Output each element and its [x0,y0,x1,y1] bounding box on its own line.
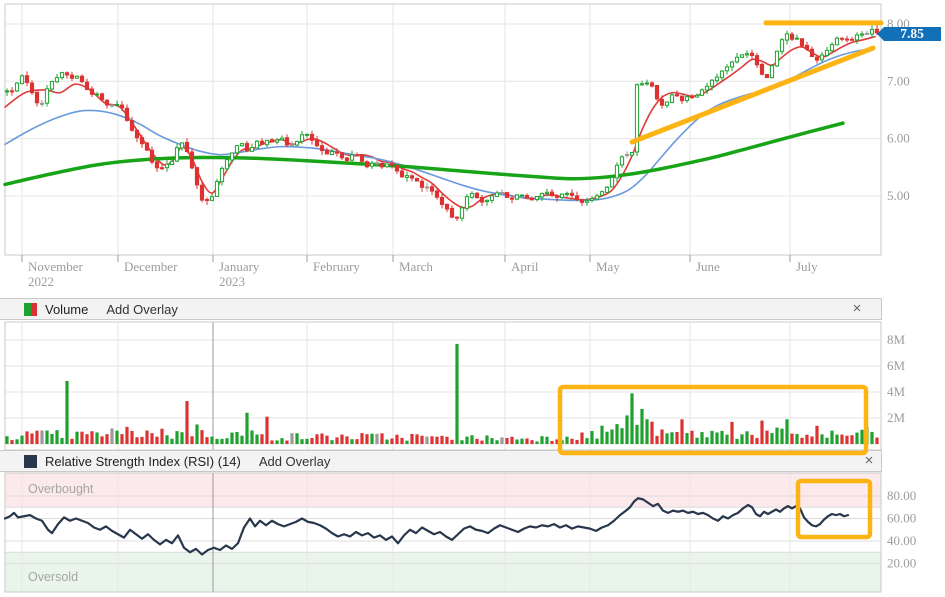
svg-text:Overbought: Overbought [28,482,94,496]
trendline-annotations [629,20,884,145]
svg-text:20.00: 20.00 [887,556,916,571]
svg-text:7.85: 7.85 [900,26,924,41]
price-gridlines [5,4,880,255]
volume-legend-icon [24,302,37,316]
rsi-gridlines [4,472,882,593]
last-price-tag: 7.85 [877,26,941,41]
price-pane-border [4,3,882,256]
svg-text:5.00: 5.00 [887,188,910,203]
svg-text:January: January [219,259,260,274]
volume-panel-title: Volume [45,301,89,317]
rsi-zones [5,473,881,592]
rsi-legend-icon [24,454,37,468]
volume-add-overlay-link[interactable]: Add Overlay [106,301,178,317]
volume-bars-group [5,343,879,444]
svg-text:80.00: 80.00 [887,488,916,503]
svg-text:July: July [796,259,818,274]
svg-text:7.00: 7.00 [887,73,910,88]
svg-text:8M: 8M [887,332,906,347]
svg-text:8.00: 8.00 [887,16,910,31]
rsi-zone-labels: Overbought Oversold [28,482,94,584]
svg-text:4M: 4M [887,384,906,399]
svg-text:May: May [596,259,620,274]
volume-axis-labels: 8M 6M 4M 2M [887,332,906,425]
svg-text:February: February [313,259,360,274]
ma-line-group [3,35,876,209]
candles-group [4,25,880,222]
rsi-axis-labels: 80.00 60.00 40.00 20.00 [887,488,916,571]
volume-highlight-box [557,384,869,456]
rsi-panel-title: Relative Strength Index (RSI) (14) [45,453,241,469]
rsi-add-overlay-link[interactable]: Add Overlay [258,453,331,469]
svg-text:April: April [511,259,539,274]
rsi-close-button[interactable]: × [860,452,878,470]
svg-text:2M: 2M [887,410,906,425]
svg-text:June: June [696,259,720,274]
rsi-highlight-box [795,478,873,540]
rsi-chart-panel: 80.00 60.00 40.00 20.00 Overbought Oversold [3,472,916,593]
volume-panel-header: Volume Add Overlay × [0,298,882,320]
svg-text:60.00: 60.00 [887,511,916,526]
svg-text:December: December [124,259,178,274]
volume-gridlines [4,321,882,451]
svg-text:2023: 2023 [219,274,245,289]
rsi-line-group [3,497,850,556]
volume-chart-panel: 8M 6M 4M 2M [4,321,906,456]
rsi-panel-header: Relative Strength Index (RSI) (14) Add O… [0,450,882,472]
svg-text:40.00: 40.00 [887,533,916,548]
svg-text:2022: 2022 [28,274,54,289]
volume-close-button[interactable]: × [848,300,866,318]
svg-text:Oversold: Oversold [28,570,78,584]
svg-text:6M: 6M [887,358,906,373]
svg-text:March: March [399,259,433,274]
price-axis-labels: 8.00 7.00 6.00 5.00 [887,16,910,203]
svg-text:November: November [28,259,84,274]
svg-text:6.00: 6.00 [887,131,910,146]
